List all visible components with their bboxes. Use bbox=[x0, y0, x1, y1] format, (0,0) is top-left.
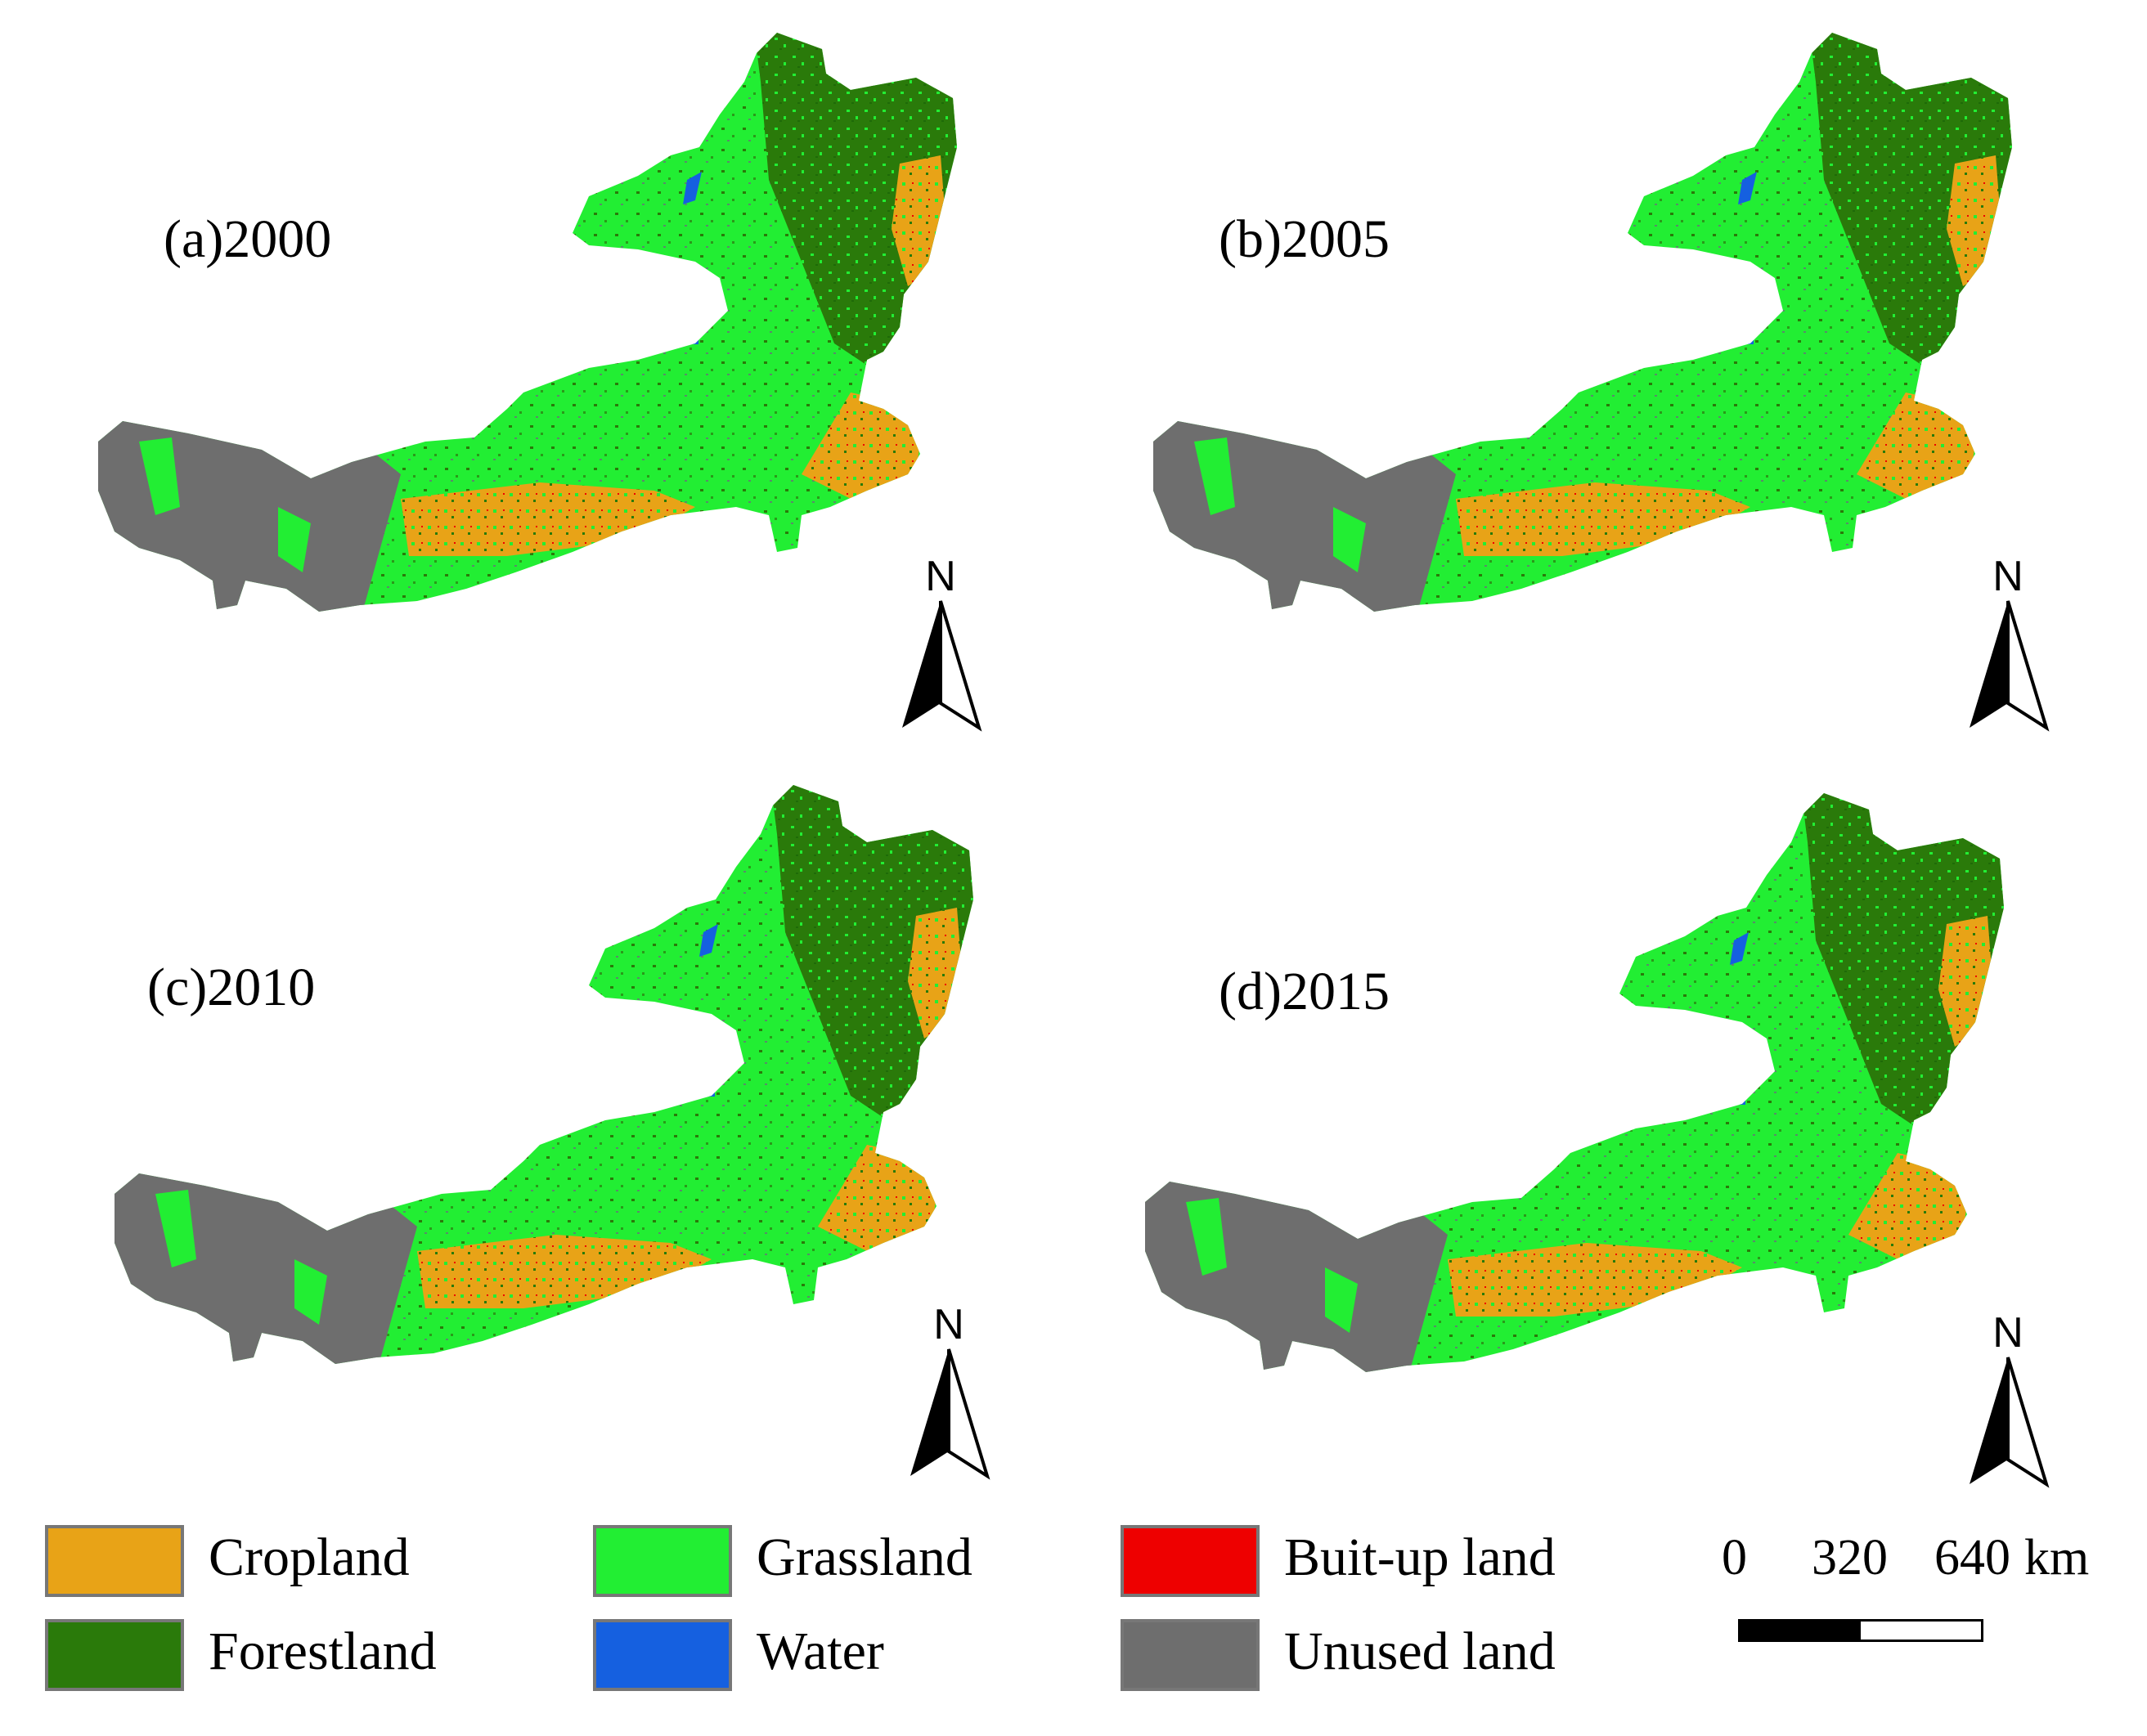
north-arrow-d: N bbox=[1963, 1308, 2053, 1496]
legend-label-grassland: Grassland bbox=[757, 1527, 972, 1587]
map-panel-2000: (a)2000 bbox=[16, 16, 998, 638]
map-panel-2015: (d)2015 bbox=[1063, 777, 2045, 1398]
legend-swatch-grassland bbox=[593, 1525, 732, 1597]
map-panel-2005: (b)2005 bbox=[1071, 16, 2053, 638]
panel-label-b: (b)2005 bbox=[1219, 209, 1390, 269]
north-arrow-c: N bbox=[904, 1300, 994, 1488]
north-arrow-letter: N bbox=[933, 1301, 964, 1348]
legend-label-unused-land: Unused land bbox=[1284, 1622, 1556, 1681]
north-arrow-a: N bbox=[896, 552, 986, 740]
legend-label-cropland: Cropland bbox=[209, 1527, 410, 1587]
legend-label-water: Water bbox=[757, 1622, 884, 1681]
land-use-map-2005 bbox=[1071, 16, 2053, 638]
land-use-map-2000 bbox=[16, 16, 998, 638]
north-arrow-letter: N bbox=[925, 553, 956, 600]
panel-label-c: (c)2010 bbox=[147, 958, 316, 1017]
map-panel-2010: (c)2010 bbox=[33, 769, 1014, 1390]
legend-swatch-unused-land bbox=[1121, 1619, 1260, 1691]
land-use-map-2015 bbox=[1063, 777, 2045, 1398]
scale-tick-640: 640 bbox=[1934, 1530, 2010, 1586]
legend-swatch-cropland bbox=[45, 1525, 184, 1597]
scale-bar-graphic bbox=[1738, 1619, 1983, 1642]
legend-swatch-water bbox=[593, 1619, 732, 1691]
scale-bar-black-segment bbox=[1741, 1622, 1861, 1640]
legend-swatch-built-up-land bbox=[1121, 1525, 1260, 1597]
land-use-map-2010 bbox=[33, 769, 1014, 1390]
north-arrow-icon bbox=[910, 1348, 990, 1480]
north-arrow-letter: N bbox=[1992, 553, 2023, 600]
north-arrow-letter: N bbox=[1992, 1309, 2023, 1357]
north-arrow-icon bbox=[1970, 1357, 2050, 1488]
north-arrow-icon bbox=[902, 600, 982, 732]
scale-tick-320: 320 bbox=[1812, 1530, 1888, 1586]
north-arrow-icon bbox=[1970, 600, 2050, 732]
panel-label-d: (d)2015 bbox=[1219, 962, 1390, 1021]
legend-swatch-forestland bbox=[45, 1619, 184, 1691]
scale-unit: km bbox=[2024, 1530, 2090, 1586]
legend-label-built-up-land: Buit-up land bbox=[1284, 1527, 1556, 1587]
legend-label-forestland: Forestland bbox=[209, 1622, 437, 1681]
panel-label-a: (a)2000 bbox=[164, 209, 332, 269]
scale-tick-0: 0 bbox=[1722, 1530, 1747, 1586]
north-arrow-b: N bbox=[1963, 552, 2053, 740]
